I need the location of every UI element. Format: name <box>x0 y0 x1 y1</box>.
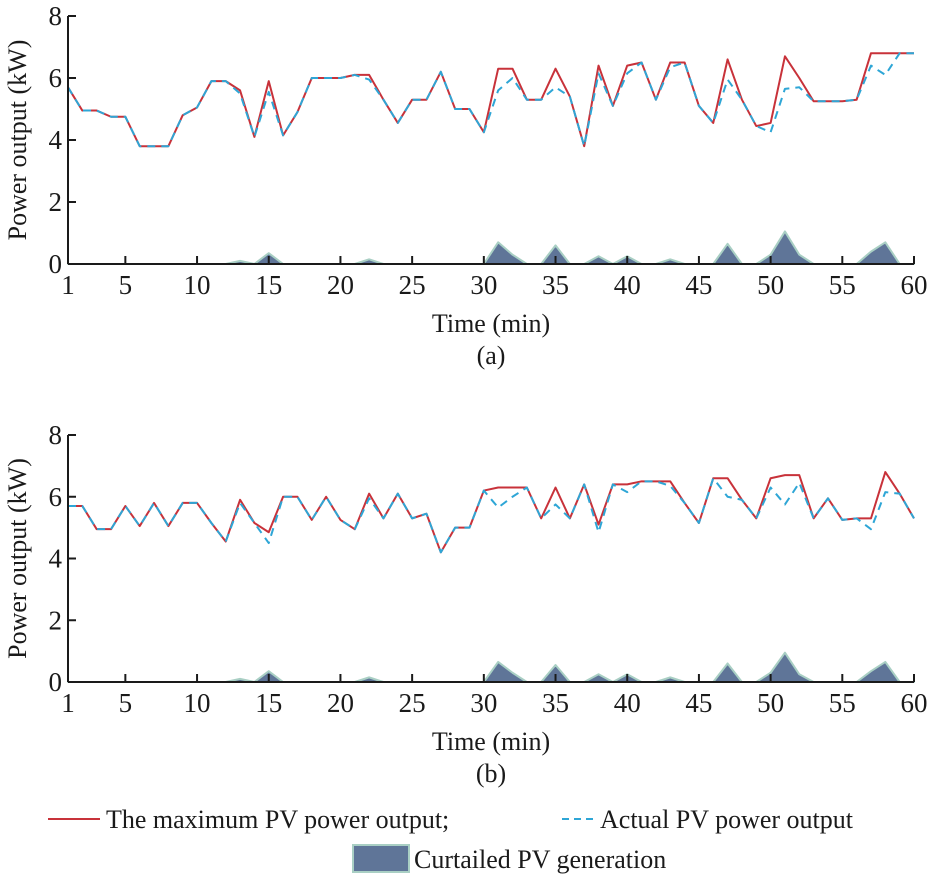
curtailed-area <box>67 651 915 683</box>
x-tick-label: 40 <box>614 270 641 300</box>
x-tick-label: 5 <box>119 270 133 300</box>
curtailed-area <box>67 230 915 265</box>
x-tick-label: 15 <box>255 270 282 300</box>
x-tick-label: 40 <box>614 688 641 718</box>
x-tick-label: 55 <box>829 270 856 300</box>
y-tick-label: 8 <box>49 1 63 31</box>
x-tick-label: 50 <box>757 688 784 718</box>
max-output-line <box>67 52 914 148</box>
y-tick-label: 0 <box>49 249 63 279</box>
x-tick-label: 55 <box>829 688 856 718</box>
x-tick-label: 25 <box>399 270 426 300</box>
x-tick-label: 10 <box>184 270 211 300</box>
x-tick-label: 30 <box>470 270 497 300</box>
x-tick-label: 15 <box>255 688 282 718</box>
x-tick-label: 25 <box>399 688 426 718</box>
legend-curtailed-swatch <box>352 844 410 873</box>
panel-label: (b) <box>476 759 506 788</box>
y-tick-label: 0 <box>49 667 63 697</box>
x-tick-label: 35 <box>542 688 569 718</box>
y-tick-label: 6 <box>49 63 63 93</box>
x-axis-title: Time (min) <box>432 309 550 338</box>
y-tick-label: 4 <box>49 544 63 574</box>
legend-curtailed-label: Curtailed PV generation <box>414 845 666 874</box>
y-tick-label: 2 <box>49 605 63 635</box>
x-tick-label: 60 <box>901 688 928 718</box>
x-tick-label: 35 <box>542 270 569 300</box>
x-tick-label: 5 <box>119 688 133 718</box>
x-tick-label: 50 <box>757 270 784 300</box>
x-tick-label: 30 <box>470 688 497 718</box>
y-tick-label: 4 <box>49 125 63 155</box>
y-axis-title: Power output (kW) <box>3 40 32 241</box>
legend-actual-label: Actual PV power output <box>600 805 854 834</box>
x-tick-label: 20 <box>327 688 354 718</box>
actual-output-line <box>68 477 915 554</box>
x-tick-label: 60 <box>901 270 928 300</box>
legend: The maximum PV power output; Actual PV p… <box>48 805 854 874</box>
legend-max-label: The maximum PV power output; <box>106 805 449 834</box>
y-axis-title: Power output (kW) <box>3 458 32 659</box>
actual-output-line <box>67 52 914 148</box>
x-axis-title: Time (min) <box>432 727 550 756</box>
max-output-line <box>68 471 915 554</box>
x-tick-label: 1 <box>61 688 75 718</box>
x-tick-label: 20 <box>327 270 354 300</box>
y-tick-label: 6 <box>49 482 63 512</box>
x-tick-label: 10 <box>184 688 211 718</box>
x-tick-label: 1 <box>61 270 75 300</box>
panel-label: (a) <box>477 341 506 370</box>
x-tick-label: 45 <box>685 688 712 718</box>
y-tick-label: 2 <box>49 187 63 217</box>
y-tick-label: 8 <box>49 420 63 450</box>
x-tick-label: 45 <box>685 270 712 300</box>
